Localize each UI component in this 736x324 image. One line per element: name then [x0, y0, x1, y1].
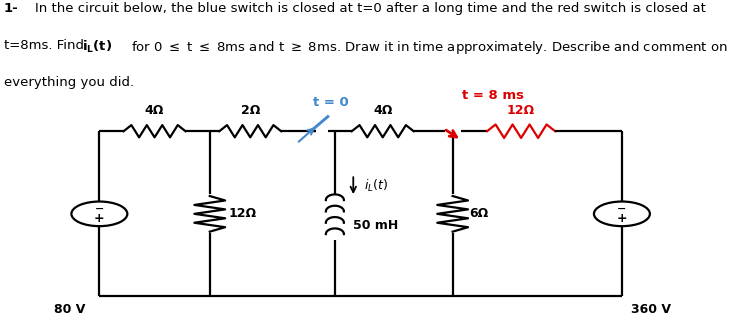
- Text: +: +: [617, 212, 627, 225]
- Text: $\mathbf{i_L(t)}$: $\mathbf{i_L(t)}$: [82, 39, 113, 55]
- Text: +: +: [94, 212, 105, 225]
- Text: t = 0: t = 0: [314, 96, 349, 109]
- Text: 12Ω: 12Ω: [507, 104, 535, 117]
- Text: 360 V: 360 V: [631, 303, 671, 316]
- Text: 6Ω: 6Ω: [469, 207, 488, 220]
- Text: $i_L(t)$: $i_L(t)$: [364, 178, 389, 194]
- Text: 4Ω: 4Ω: [145, 104, 164, 117]
- Text: −: −: [618, 204, 626, 214]
- Text: everything you did.: everything you did.: [4, 76, 134, 89]
- Text: t = 8 ms: t = 8 ms: [462, 89, 524, 102]
- Text: In the circuit below, the blue switch is closed at t=0 after a long time and the: In the circuit below, the blue switch is…: [35, 2, 707, 15]
- Text: 12Ω: 12Ω: [228, 207, 256, 220]
- Text: t=8ms. Find: t=8ms. Find: [4, 39, 88, 52]
- Text: 80 V: 80 V: [54, 303, 85, 316]
- Text: −: −: [95, 204, 104, 214]
- Text: 50 mH: 50 mH: [353, 219, 398, 232]
- Text: 4Ω: 4Ω: [373, 104, 392, 117]
- Text: 1-: 1-: [4, 2, 18, 15]
- Text: for 0 $\leq$ t $\leq$ 8ms and t $\geq$ 8ms. Draw it in time approximately. Descr: for 0 $\leq$ t $\leq$ 8ms and t $\geq$ 8…: [131, 39, 727, 56]
- Text: 2Ω: 2Ω: [241, 104, 260, 117]
